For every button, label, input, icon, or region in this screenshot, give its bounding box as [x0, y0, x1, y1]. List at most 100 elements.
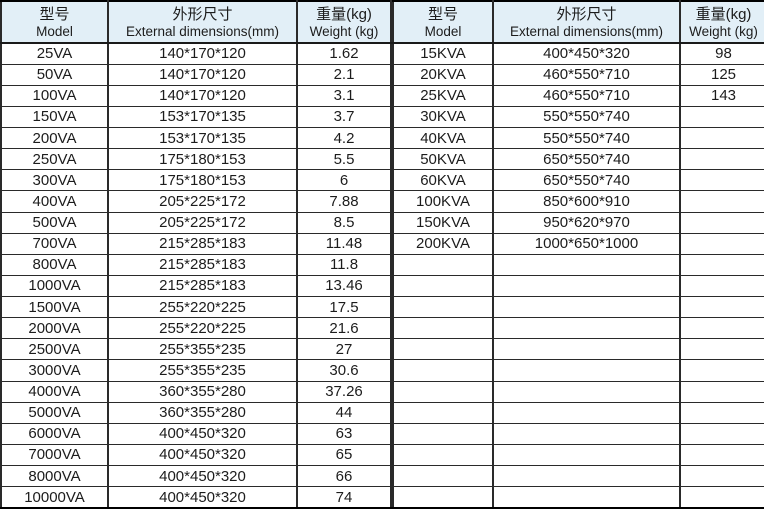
- table-row: [392, 486, 764, 509]
- cell-model: [392, 274, 494, 298]
- table-row: 6000VA 400*450*320 63: [0, 422, 392, 445]
- cell-model: 25VA: [0, 42, 109, 65]
- cell-weight: [679, 126, 764, 150]
- cell-dimensions: 950*620*970: [492, 211, 681, 234]
- cell-weight: 8.5: [296, 211, 392, 234]
- header-row: 型号 Model 外形尺寸 External dimensions(mm) 重量(kg)…: [0, 0, 392, 44]
- table-row: 800VA 215*285*183 11.8: [0, 253, 392, 276]
- cell-weight: 3.1: [296, 84, 392, 107]
- cell-dimensions: 400*450*320: [107, 422, 298, 445]
- header-label-en: Weight (kg): [689, 23, 758, 39]
- cell-model: [392, 380, 494, 403]
- cell-dimensions: 153*170*135: [107, 126, 298, 150]
- cell-weight: 37.26: [296, 380, 392, 403]
- cell-weight: [679, 232, 764, 255]
- cell-model: 20KVA: [392, 63, 494, 86]
- column-header-weight: 重量(kg) Weight (kg): [679, 0, 764, 44]
- cell-dimensions: 255*220*225: [107, 295, 298, 319]
- cell-weight: 13.46: [296, 274, 392, 298]
- cell-model: 30KVA: [392, 105, 494, 129]
- va-spec-table: 型号 Model 外形尺寸 External dimensions(mm) 重量(kg)…: [0, 0, 392, 509]
- cell-model: [392, 486, 494, 509]
- cell-weight: 74: [296, 486, 392, 509]
- cell-weight: [679, 253, 764, 276]
- cell-weight: 27: [296, 338, 392, 361]
- cell-model: 100KVA: [392, 190, 494, 213]
- cell-dimensions: 850*600*910: [492, 190, 681, 213]
- table-row: 50VA 140*170*120 2.1: [0, 63, 392, 86]
- table-row: [392, 295, 764, 319]
- column-header-model: 型号 Model: [392, 0, 494, 44]
- cell-model: 700VA: [0, 232, 109, 255]
- cell-dimensions: 255*355*235: [107, 338, 298, 361]
- cell-dimensions: 550*550*740: [492, 126, 681, 150]
- cell-dimensions: [492, 317, 681, 340]
- cell-dimensions: 175*180*153: [107, 169, 298, 192]
- table-row: 40KVA 550*550*740: [392, 126, 764, 150]
- cell-model: [392, 464, 494, 488]
- cell-dimensions: [492, 443, 681, 467]
- cell-model: [392, 338, 494, 361]
- cell-model: 250VA: [0, 148, 109, 171]
- cell-model: 5000VA: [0, 401, 109, 424]
- header-label-zh: 重量(kg): [316, 5, 372, 23]
- cell-weight: 7.88: [296, 190, 392, 213]
- cell-model: 3000VA: [0, 359, 109, 382]
- table-row: [392, 274, 764, 298]
- cell-weight: [679, 211, 764, 234]
- table-row: 300VA 175*180*153 6: [0, 169, 392, 192]
- header-label-en: External dimensions(mm): [125, 23, 280, 39]
- cell-weight: 44: [296, 401, 392, 424]
- table-row: 20KVA 460*550*710 125: [392, 63, 764, 86]
- cell-dimensions: 400*450*320: [107, 443, 298, 467]
- cell-dimensions: 400*450*320: [107, 486, 298, 509]
- cell-weight: [679, 190, 764, 213]
- cell-dimensions: 360*355*280: [107, 401, 298, 424]
- cell-weight: 21.6: [296, 317, 392, 340]
- cell-model: 15KVA: [392, 42, 494, 65]
- cell-dimensions: [492, 295, 681, 319]
- cell-dimensions: [492, 359, 681, 382]
- cell-model: 2500VA: [0, 338, 109, 361]
- cell-model: 200KVA: [392, 232, 494, 255]
- cell-model: 100VA: [0, 84, 109, 107]
- cell-dimensions: 140*170*120: [107, 84, 298, 107]
- table-row: 500VA 205*225*172 8.5: [0, 211, 392, 234]
- cell-weight: [679, 148, 764, 171]
- cell-model: 150VA: [0, 105, 109, 129]
- cell-dimensions: 140*170*120: [107, 42, 298, 65]
- cell-dimensions: [492, 401, 681, 424]
- cell-weight: 11.8: [296, 253, 392, 276]
- cell-dimensions: [492, 464, 681, 488]
- table-row: [392, 380, 764, 403]
- cell-model: 400VA: [0, 190, 109, 213]
- table-row: 250VA 175*180*153 5.5: [0, 148, 392, 171]
- cell-dimensions: 400*450*320: [492, 42, 681, 65]
- cell-dimensions: 153*170*135: [107, 105, 298, 129]
- cell-dimensions: [492, 486, 681, 509]
- table-row: 7000VA 400*450*320 65: [0, 443, 392, 467]
- cell-dimensions: 360*355*280: [107, 380, 298, 403]
- cell-model: [392, 253, 494, 276]
- table-row: 100KVA 850*600*910: [392, 190, 764, 213]
- table-row: 2000VA 255*220*225 21.6: [0, 317, 392, 340]
- cell-dimensions: 460*550*710: [492, 84, 681, 107]
- header-row: 型号 Model 外形尺寸 External dimensions(mm) 重量(kg)…: [392, 0, 764, 44]
- cell-weight: [679, 486, 764, 509]
- cell-dimensions: [492, 274, 681, 298]
- cell-model: [392, 401, 494, 424]
- table-row: 15KVA 400*450*320 98: [392, 42, 764, 65]
- table-row: [392, 359, 764, 382]
- cell-dimensions: 650*550*740: [492, 169, 681, 192]
- header-label-zh: 型号: [39, 5, 70, 23]
- cell-weight: 30.6: [296, 359, 392, 382]
- cell-model: 800VA: [0, 253, 109, 276]
- table-row: 200KVA 1000*650*1000: [392, 232, 764, 255]
- cell-dimensions: [492, 422, 681, 445]
- cell-dimensions: 400*450*320: [107, 464, 298, 488]
- cell-dimensions: [492, 253, 681, 276]
- cell-model: [392, 422, 494, 445]
- cell-dimensions: 205*225*172: [107, 211, 298, 234]
- header-label-zh: 外形尺寸: [556, 5, 617, 23]
- cell-dimensions: [492, 380, 681, 403]
